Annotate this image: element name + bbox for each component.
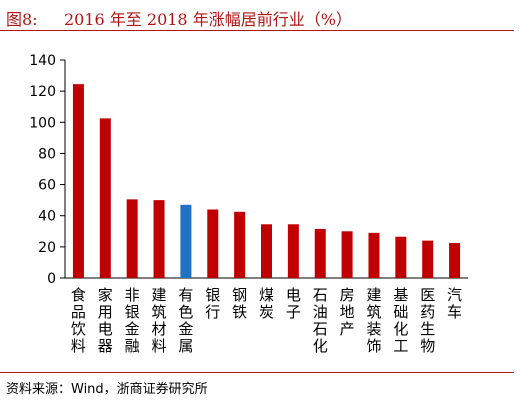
bar-6 (207, 209, 219, 278)
bar-8 (261, 224, 272, 278)
y-tick-label: 80 (38, 146, 56, 162)
chart-bars (72, 84, 461, 279)
bar-5 (180, 204, 192, 278)
source-divider (0, 372, 514, 373)
y-tick-label: 100 (29, 115, 56, 131)
title-divider (0, 30, 514, 31)
bar-10 (314, 228, 326, 278)
y-tick-label: 120 (29, 84, 56, 100)
y-tick-label: 20 (38, 240, 56, 256)
category-label: 银行 (205, 286, 220, 321)
bar-12 (368, 232, 380, 278)
category-label: 汽车 (447, 286, 462, 321)
bar-1 (72, 84, 84, 278)
category-label: 基础化工 (393, 286, 408, 355)
chart-title: 2016 年至 2018 年涨幅居前行业（%） (64, 10, 352, 29)
bar-4 (153, 200, 165, 278)
figure-header: 图8: 2016 年至 2018 年涨幅居前行业（%） (6, 6, 510, 29)
source-note: 资料来源：Wind，浙商证券研究所 (6, 382, 208, 397)
category-label: 医药生物 (420, 286, 435, 355)
bar-7 (234, 211, 246, 278)
category-label: 家用电器 (98, 286, 113, 355)
category-label: 石油石化 (313, 286, 328, 355)
y-tick-label: 140 (29, 53, 56, 69)
category-label: 建筑装饰 (366, 286, 381, 355)
category-labels: 食品饮料家用电器非银金融建筑材料有色金属银行钢铁煤炭电子石油石化房地产建筑装饰基… (71, 286, 462, 355)
category-label: 食品饮料 (71, 286, 86, 355)
bar-9 (287, 224, 299, 278)
category-label: 房地产 (340, 286, 355, 338)
figure-label: 图8: (6, 10, 38, 29)
category-label: 非银金融 (125, 286, 140, 355)
bar-15 (449, 242, 461, 278)
bar-14 (422, 240, 434, 278)
category-label: 有色金属 (178, 286, 193, 355)
category-label: 钢铁 (232, 286, 247, 321)
y-tick-label: 60 (38, 178, 56, 194)
bar-3 (126, 199, 138, 278)
bar-2 (99, 118, 111, 279)
y-tick-label: 40 (38, 209, 56, 225)
category-label: 煤炭 (259, 286, 274, 321)
y-tick-label: 0 (47, 271, 56, 287)
bar-13 (395, 236, 407, 278)
category-label: 电子 (286, 286, 301, 321)
category-label: 建筑材料 (152, 286, 167, 355)
bar-11 (341, 231, 353, 278)
